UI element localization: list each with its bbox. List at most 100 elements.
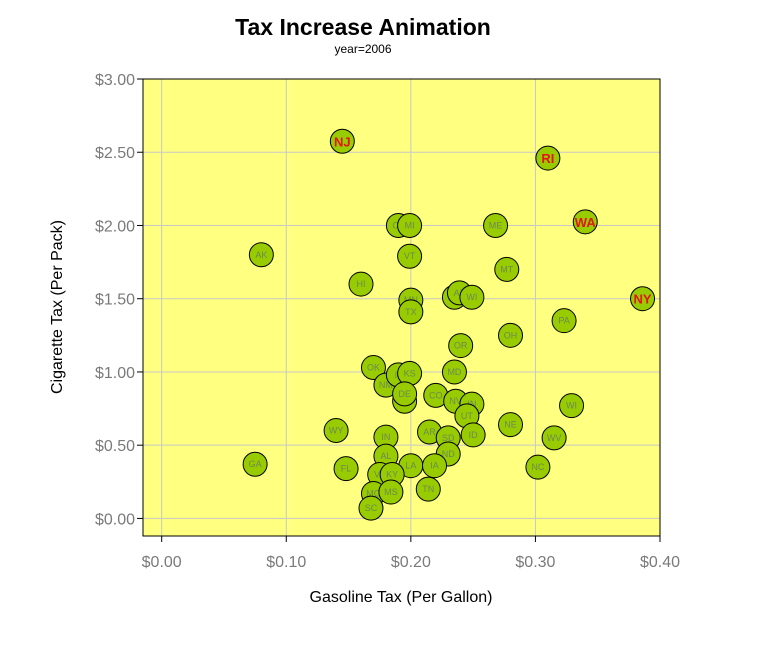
point-marker bbox=[525, 454, 551, 480]
data-point: ME bbox=[483, 212, 509, 238]
point-label: WI bbox=[566, 401, 577, 411]
chart-subtitle: year=2006 bbox=[334, 42, 391, 56]
data-point: ID bbox=[460, 422, 486, 448]
point-marker bbox=[498, 322, 524, 348]
point-marker bbox=[415, 476, 441, 502]
data-point: MS bbox=[378, 479, 404, 505]
point-label: ID bbox=[469, 430, 479, 440]
point-label: NE bbox=[504, 420, 517, 430]
y-tick-label: $3.00 bbox=[95, 72, 135, 89]
data-point: HI bbox=[348, 271, 374, 297]
point-label: WY bbox=[329, 426, 344, 436]
data-point: SC bbox=[358, 495, 384, 521]
axis-ticks: $0.00 $0.10 $0.20 $0.30 $0.40 $0.00 $0.50 $1.00… bbox=[95, 72, 680, 571]
point-marker bbox=[397, 243, 423, 269]
point-label: RI bbox=[541, 151, 554, 166]
data-point: WA bbox=[572, 209, 598, 235]
chart-title: Tax Increase Animation bbox=[235, 14, 491, 40]
data-point: MT bbox=[494, 256, 520, 282]
point-label: TN bbox=[422, 484, 434, 494]
x-tick-label: $0.20 bbox=[391, 554, 431, 571]
point-marker bbox=[441, 359, 467, 385]
point-label: AK bbox=[255, 250, 267, 260]
point-label: DE bbox=[398, 389, 411, 399]
data-point: OR bbox=[448, 333, 474, 359]
y-axis-title: Cigarette Tax (Per Pack) bbox=[49, 220, 66, 394]
point-label: GA bbox=[249, 459, 262, 469]
point-marker bbox=[535, 145, 561, 171]
point-label: IN bbox=[467, 399, 476, 409]
y-tick-label: $2.50 bbox=[95, 145, 135, 162]
data-point: NY bbox=[630, 286, 656, 312]
point-label: OR bbox=[454, 341, 468, 351]
data-point: MD bbox=[441, 359, 467, 385]
point-marker bbox=[459, 284, 485, 310]
point-label: HI bbox=[357, 279, 366, 289]
x-tick-label: $0.40 bbox=[640, 554, 680, 571]
point-label: NJ bbox=[334, 134, 351, 149]
data-point: DE bbox=[392, 381, 418, 407]
point-marker bbox=[378, 479, 404, 505]
point-marker bbox=[448, 333, 474, 359]
point-marker bbox=[551, 308, 577, 334]
point-marker bbox=[392, 381, 418, 407]
data-point: NC bbox=[525, 454, 551, 480]
point-marker bbox=[248, 242, 274, 268]
point-marker bbox=[397, 212, 423, 238]
data-point: IA bbox=[422, 453, 448, 479]
point-label: AZ bbox=[454, 288, 466, 298]
point-label: NV bbox=[449, 396, 462, 406]
point-label: SC bbox=[365, 503, 378, 513]
point-marker bbox=[360, 355, 386, 381]
data-points: NJRIWANYAKHICTMIVTMEMTMNTXMAAZWIPAOHOROK… bbox=[242, 128, 656, 521]
x-tick-label: $0.00 bbox=[142, 554, 182, 571]
point-label: VT bbox=[404, 251, 416, 261]
point-label: SD bbox=[442, 433, 455, 443]
point-marker bbox=[333, 456, 359, 482]
point-label: OH bbox=[504, 330, 518, 340]
point-label: FL bbox=[341, 464, 352, 474]
y-tick-label: $2.00 bbox=[95, 218, 135, 235]
data-point: OH bbox=[498, 322, 524, 348]
point-label: LA bbox=[405, 461, 416, 471]
point-label: WV bbox=[547, 433, 562, 443]
point-marker bbox=[398, 299, 424, 325]
data-point: GA bbox=[242, 451, 268, 477]
point-marker bbox=[329, 128, 355, 154]
point-marker bbox=[498, 412, 524, 438]
point-marker bbox=[494, 256, 520, 282]
point-label: IA bbox=[430, 461, 439, 471]
point-label: MS bbox=[384, 487, 398, 497]
point-label: ND bbox=[442, 449, 455, 459]
point-label: MT bbox=[500, 264, 513, 274]
plot-border bbox=[142, 78, 661, 537]
x-axis-title: Gasoline Tax (Per Gallon) bbox=[310, 589, 493, 606]
data-point: PA bbox=[551, 308, 577, 334]
data-point: KS bbox=[397, 360, 423, 386]
point-label: CO bbox=[429, 390, 443, 400]
point-label: UT bbox=[461, 411, 473, 421]
point-label: MO bbox=[366, 489, 381, 499]
point-label: IN bbox=[381, 432, 390, 442]
y-tick-label: $1.00 bbox=[95, 365, 135, 382]
point-label: MD bbox=[447, 367, 461, 377]
x-tick-label: $0.30 bbox=[515, 554, 555, 571]
data-point: TN bbox=[415, 476, 441, 502]
point-label: WA bbox=[575, 215, 597, 230]
data-point: AK bbox=[248, 242, 274, 268]
point-marker bbox=[422, 453, 448, 479]
point-marker bbox=[348, 271, 374, 297]
point-marker bbox=[559, 393, 585, 419]
data-point: RI bbox=[535, 145, 561, 171]
point-marker bbox=[630, 286, 656, 312]
point-label: KY bbox=[386, 469, 398, 479]
y-tick-label: $0.00 bbox=[95, 511, 135, 528]
data-point: WI bbox=[459, 284, 485, 310]
data-point: WI bbox=[559, 393, 585, 419]
point-label: PA bbox=[558, 316, 569, 326]
y-tick-label: $1.50 bbox=[95, 292, 135, 309]
data-point: AR bbox=[417, 419, 443, 445]
data-point: WV bbox=[541, 425, 567, 451]
data-point: OK bbox=[360, 355, 386, 381]
